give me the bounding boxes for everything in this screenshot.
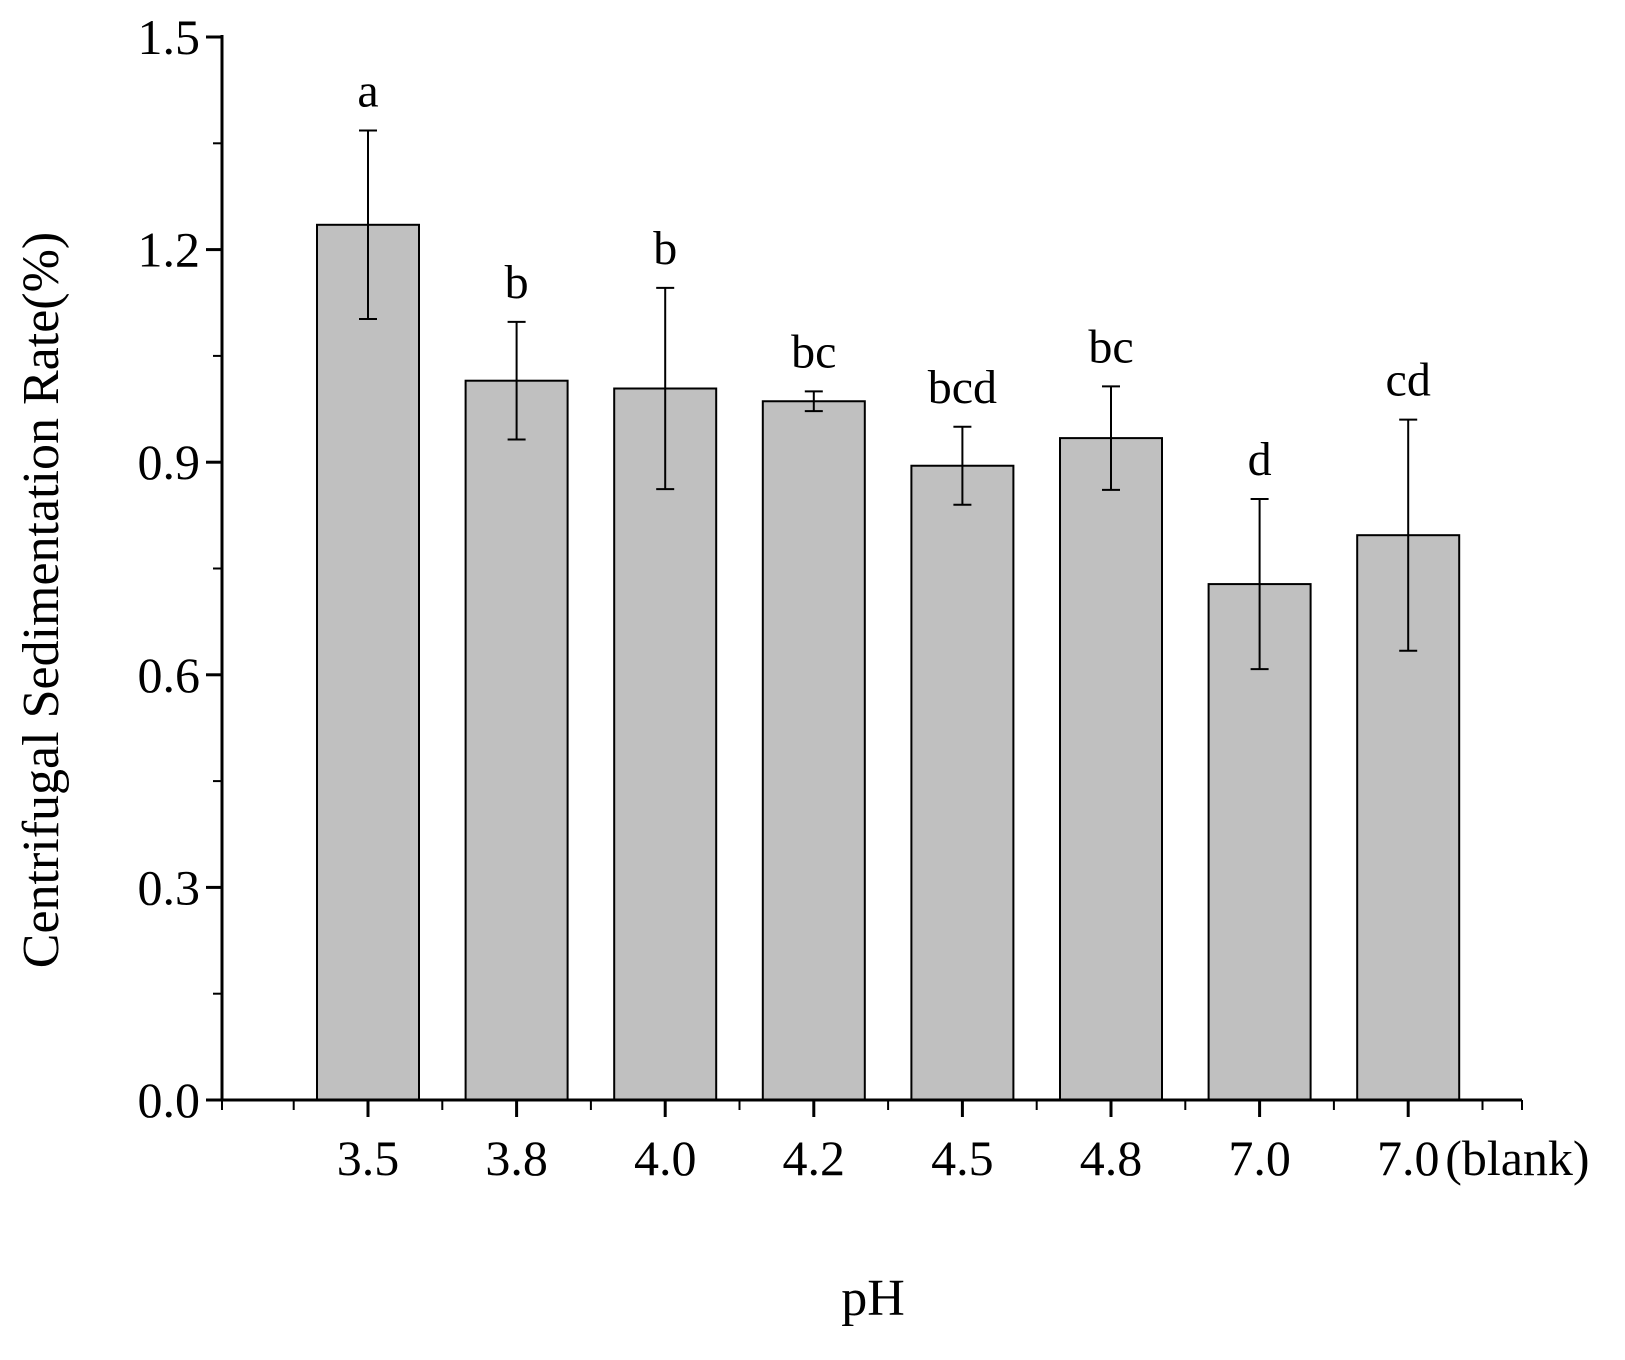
bars-layer — [316, 223, 1461, 1102]
x-axis-title: pH — [841, 1270, 905, 1327]
y-tick-labels-layer: 0.0 0.3 0.6 0.9 1.2 1.5 — [138, 9, 201, 1128]
bar — [613, 387, 718, 1101]
significance-label: d — [1248, 433, 1272, 486]
y-tick-label: 1.2 — [138, 222, 201, 278]
x-tick-label: 4.8 — [1080, 1130, 1143, 1186]
x-tick-label: 4.5 — [931, 1130, 994, 1186]
significance-label: b — [653, 222, 677, 275]
axes-layer — [206, 35, 1523, 1117]
significance-label: a — [357, 65, 378, 118]
y-axis-title: Centrifugal Sedimentation Rate(%) — [13, 232, 70, 968]
y-tick-label: 1.5 — [138, 9, 201, 65]
y-tick-label: 0.3 — [138, 859, 201, 915]
x-tick-label: 4.2 — [783, 1130, 846, 1186]
bar — [316, 223, 420, 1101]
x-tick-label: 3.5 — [337, 1130, 400, 1186]
x-tick-labels-layer: 3.5 3.8 4.0 4.2 4.5 4.8 7.0 7.0 (blank) — [337, 1130, 1590, 1186]
significance-label: bc — [1088, 320, 1133, 373]
x-tick-label: 3.8 — [485, 1130, 548, 1186]
y-tick-label: 0.0 — [138, 1072, 201, 1128]
significance-label: b — [505, 256, 529, 309]
x-tick-label-suffix: (blank) — [1445, 1130, 1589, 1186]
error-bars-layer — [359, 129, 1418, 671]
significance-label: bcd — [928, 361, 997, 414]
significance-label: bc — [791, 325, 836, 378]
x-tick-label: 4.0 — [634, 1130, 697, 1186]
bar — [910, 464, 1015, 1101]
bar — [761, 400, 866, 1102]
significance-label: cd — [1386, 354, 1431, 407]
bar — [464, 379, 569, 1102]
y-tick-label: 0.6 — [138, 647, 201, 703]
y-tick-label: 0.9 — [138, 434, 201, 490]
x-tick-label: 7.0 — [1377, 1130, 1440, 1186]
x-tick-label: 7.0 — [1228, 1130, 1291, 1186]
bar — [1059, 437, 1163, 1101]
